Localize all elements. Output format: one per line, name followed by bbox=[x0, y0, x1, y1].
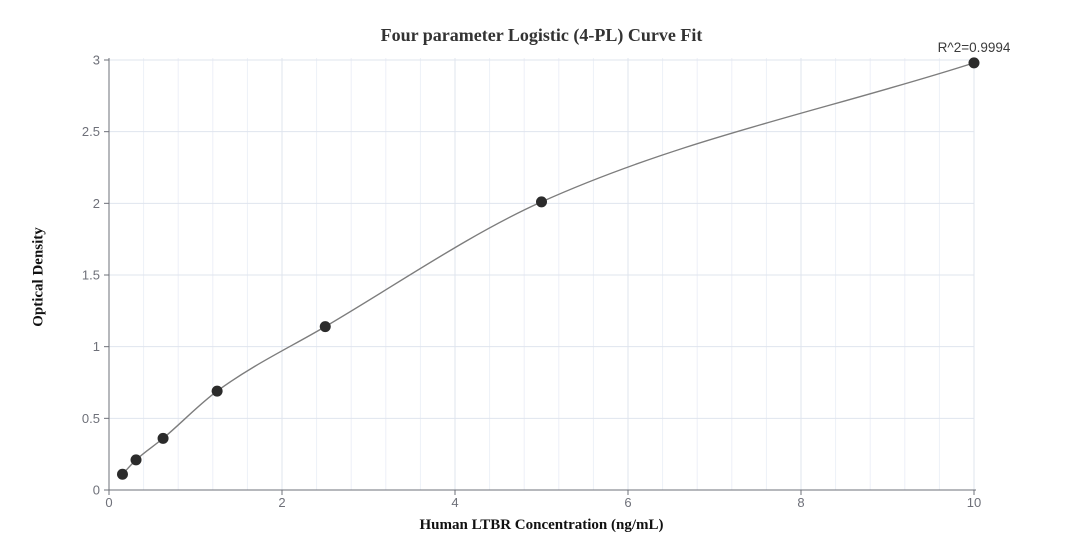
x-tick-label: 6 bbox=[624, 495, 631, 510]
data-point bbox=[157, 432, 169, 444]
x-tick-label: 2 bbox=[278, 495, 285, 510]
x-tick-label: 0 bbox=[105, 495, 112, 510]
x-tick-label: 4 bbox=[451, 495, 458, 510]
y-tick-label: 1 bbox=[93, 339, 100, 354]
x-axis-label: Human LTBR Concentration (ng/mL) bbox=[419, 517, 664, 533]
x-tick-label: 10 bbox=[967, 495, 981, 510]
data-point bbox=[968, 57, 980, 69]
y-tick-label: 0 bbox=[93, 483, 100, 498]
y-tick-label: 3 bbox=[93, 53, 100, 68]
y-tick-label: 1.5 bbox=[82, 268, 100, 283]
r-squared-annotation: R^2=0.9994 bbox=[937, 40, 1011, 55]
data-point bbox=[319, 321, 331, 333]
y-tick-label: 2.5 bbox=[82, 124, 100, 139]
data-point bbox=[116, 468, 128, 480]
y-tick-label: 2 bbox=[93, 196, 100, 211]
x-tick-label: 8 bbox=[797, 495, 804, 510]
data-point bbox=[211, 385, 223, 397]
y-axis-label: Optical Density bbox=[30, 227, 47, 327]
chart-title: Four parameter Logistic (4-PL) Curve Fit bbox=[380, 25, 703, 45]
y-tick-label: 0.5 bbox=[82, 411, 100, 426]
data-point bbox=[130, 454, 142, 466]
data-point bbox=[536, 196, 547, 208]
fit-curve bbox=[121, 62, 975, 475]
